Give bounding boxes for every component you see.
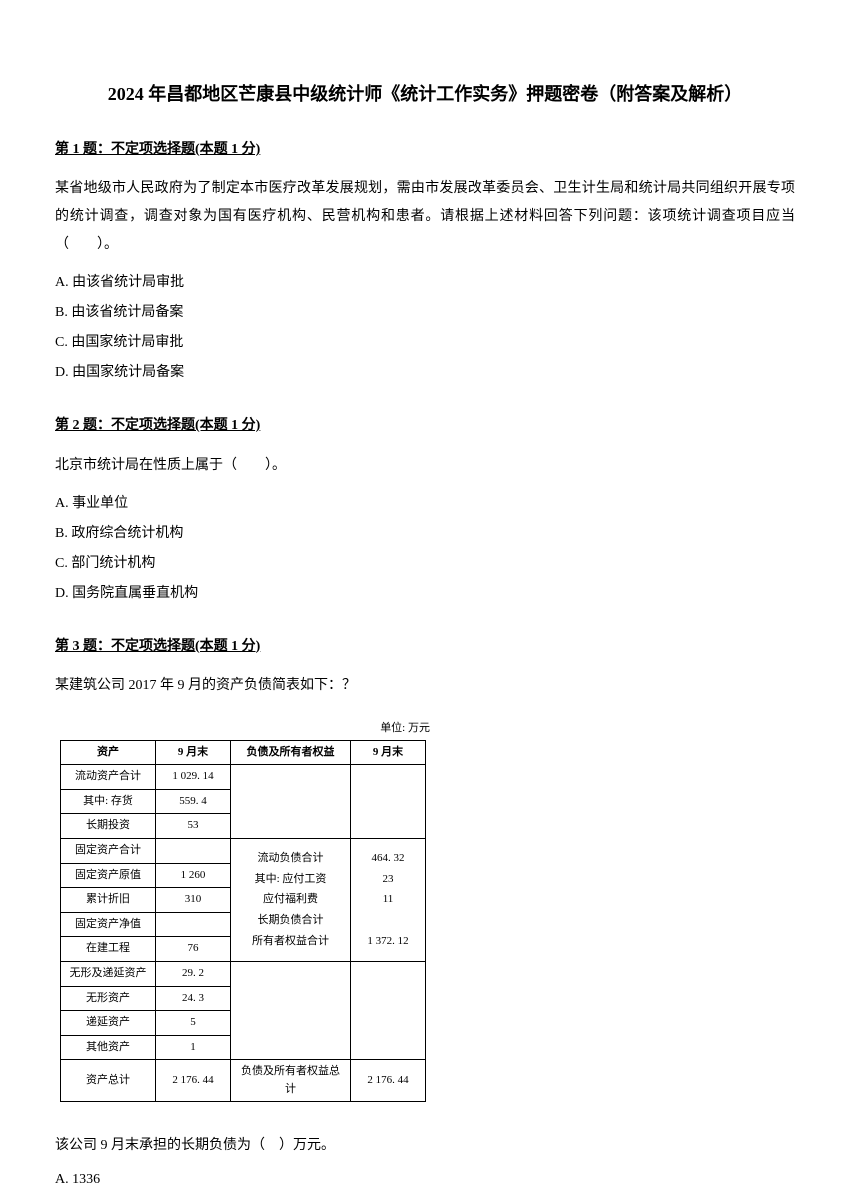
cell-liab-vals: 464. 32 23 11 1 372. 12	[351, 838, 426, 961]
cell: 长期投资	[61, 814, 156, 839]
cell	[156, 838, 231, 863]
q3-option-a: A. 1336	[55, 1166, 795, 1194]
table-row: 固定资产合计 流动负债合计 其中: 应付工资 应付福利费 长期负债合计 所有者权…	[61, 838, 426, 863]
q1-option-d: D. 由国家统计局备案	[55, 359, 795, 387]
balance-sheet-table: 资产 9 月末 负债及所有者权益 9 月末 流动资产合计 1 029. 14 其…	[60, 740, 426, 1103]
q2-option-a: A. 事业单位	[55, 490, 795, 518]
q3-header: 第 3 题：不定项选择题(本题 1 分)	[55, 636, 795, 658]
table-footer-row: 资产总计 2 176. 44 负债及所有者权益总计 2 176. 44	[61, 1060, 426, 1102]
th-asset: 资产	[61, 740, 156, 765]
q2-text: 北京市统计局在性质上属于（ ）。	[55, 452, 795, 480]
q1-option-b: B. 由该省统计局备案	[55, 299, 795, 327]
table-row: 无形及递延资产 29. 2	[61, 961, 426, 986]
th-val2: 9 月末	[351, 740, 426, 765]
liab-val: 11	[383, 893, 394, 905]
cell: 5	[156, 1011, 231, 1036]
q3-followup-text: 该公司 9 月末承担的长期负债为（ ）万元。	[55, 1132, 795, 1160]
liab-label: 应付福利费	[263, 893, 318, 905]
cell-blank	[231, 765, 351, 839]
cell: 其他资产	[61, 1035, 156, 1060]
q1-option-c: C. 由国家统计局审批	[55, 329, 795, 357]
cell-footer: 2 176. 44	[156, 1060, 231, 1102]
liab-label: 其中: 应付工资	[255, 873, 327, 885]
q2-option-d: D. 国务院直属垂直机构	[55, 580, 795, 608]
cell: 29. 2	[156, 961, 231, 986]
cell: 累计折旧	[61, 888, 156, 913]
cell: 53	[156, 814, 231, 839]
cell-footer: 负债及所有者权益总计	[231, 1060, 351, 1102]
q1-option-a: A. 由该省统计局审批	[55, 269, 795, 297]
cell: 1 260	[156, 863, 231, 888]
cell: 76	[156, 937, 231, 962]
page-title: 2024 年昌都地区芒康县中级统计师《统计工作实务》押题密卷（附答案及解析）	[55, 80, 795, 109]
cell-blank	[231, 961, 351, 1059]
cell: 固定资产原值	[61, 863, 156, 888]
q1-header: 第 1 题：不定项选择题(本题 1 分)	[55, 139, 795, 161]
cell-blank	[351, 765, 426, 839]
table-unit-label: 单位: 万元	[60, 720, 430, 738]
cell: 固定资产净值	[61, 912, 156, 937]
cell: 在建工程	[61, 937, 156, 962]
cell: 559. 4	[156, 789, 231, 814]
q2-option-b: B. 政府综合统计机构	[55, 520, 795, 548]
cell: 其中: 存货	[61, 789, 156, 814]
cell-liab-group: 流动负债合计 其中: 应付工资 应付福利费 长期负债合计 所有者权益合计	[231, 838, 351, 961]
liab-label: 长期负债合计	[258, 914, 324, 926]
liab-label: 所有者权益合计	[252, 935, 329, 947]
cell-footer: 资产总计	[61, 1060, 156, 1102]
table-header-row: 资产 9 月末 负债及所有者权益 9 月末	[61, 740, 426, 765]
cell-footer: 2 176. 44	[351, 1060, 426, 1102]
th-liab: 负债及所有者权益	[231, 740, 351, 765]
cell: 固定资产合计	[61, 838, 156, 863]
table-row: 流动资产合计 1 029. 14	[61, 765, 426, 790]
q2-header: 第 2 题：不定项选择题(本题 1 分)	[55, 415, 795, 437]
q2-option-c: C. 部门统计机构	[55, 550, 795, 578]
cell: 310	[156, 888, 231, 913]
cell	[156, 912, 231, 937]
liab-val: 23	[383, 873, 394, 885]
liab-val: 1 372. 12	[367, 935, 408, 947]
liab-val: 464. 32	[372, 852, 405, 864]
cell: 无形资产	[61, 986, 156, 1011]
cell: 递延资产	[61, 1011, 156, 1036]
cell: 流动资产合计	[61, 765, 156, 790]
liab-label: 流动负债合计	[258, 852, 324, 864]
cell: 24. 3	[156, 986, 231, 1011]
q1-text: 某省地级市人民政府为了制定本市医疗改革发展规划，需由市发展改革委员会、卫生计生局…	[55, 175, 795, 259]
cell: 1	[156, 1035, 231, 1060]
th-val1: 9 月末	[156, 740, 231, 765]
cell: 1 029. 14	[156, 765, 231, 790]
cell: 无形及递延资产	[61, 961, 156, 986]
cell-blank	[351, 961, 426, 1059]
q3-text: 某建筑公司 2017 年 9 月的资产负债简表如下：？	[55, 672, 795, 700]
